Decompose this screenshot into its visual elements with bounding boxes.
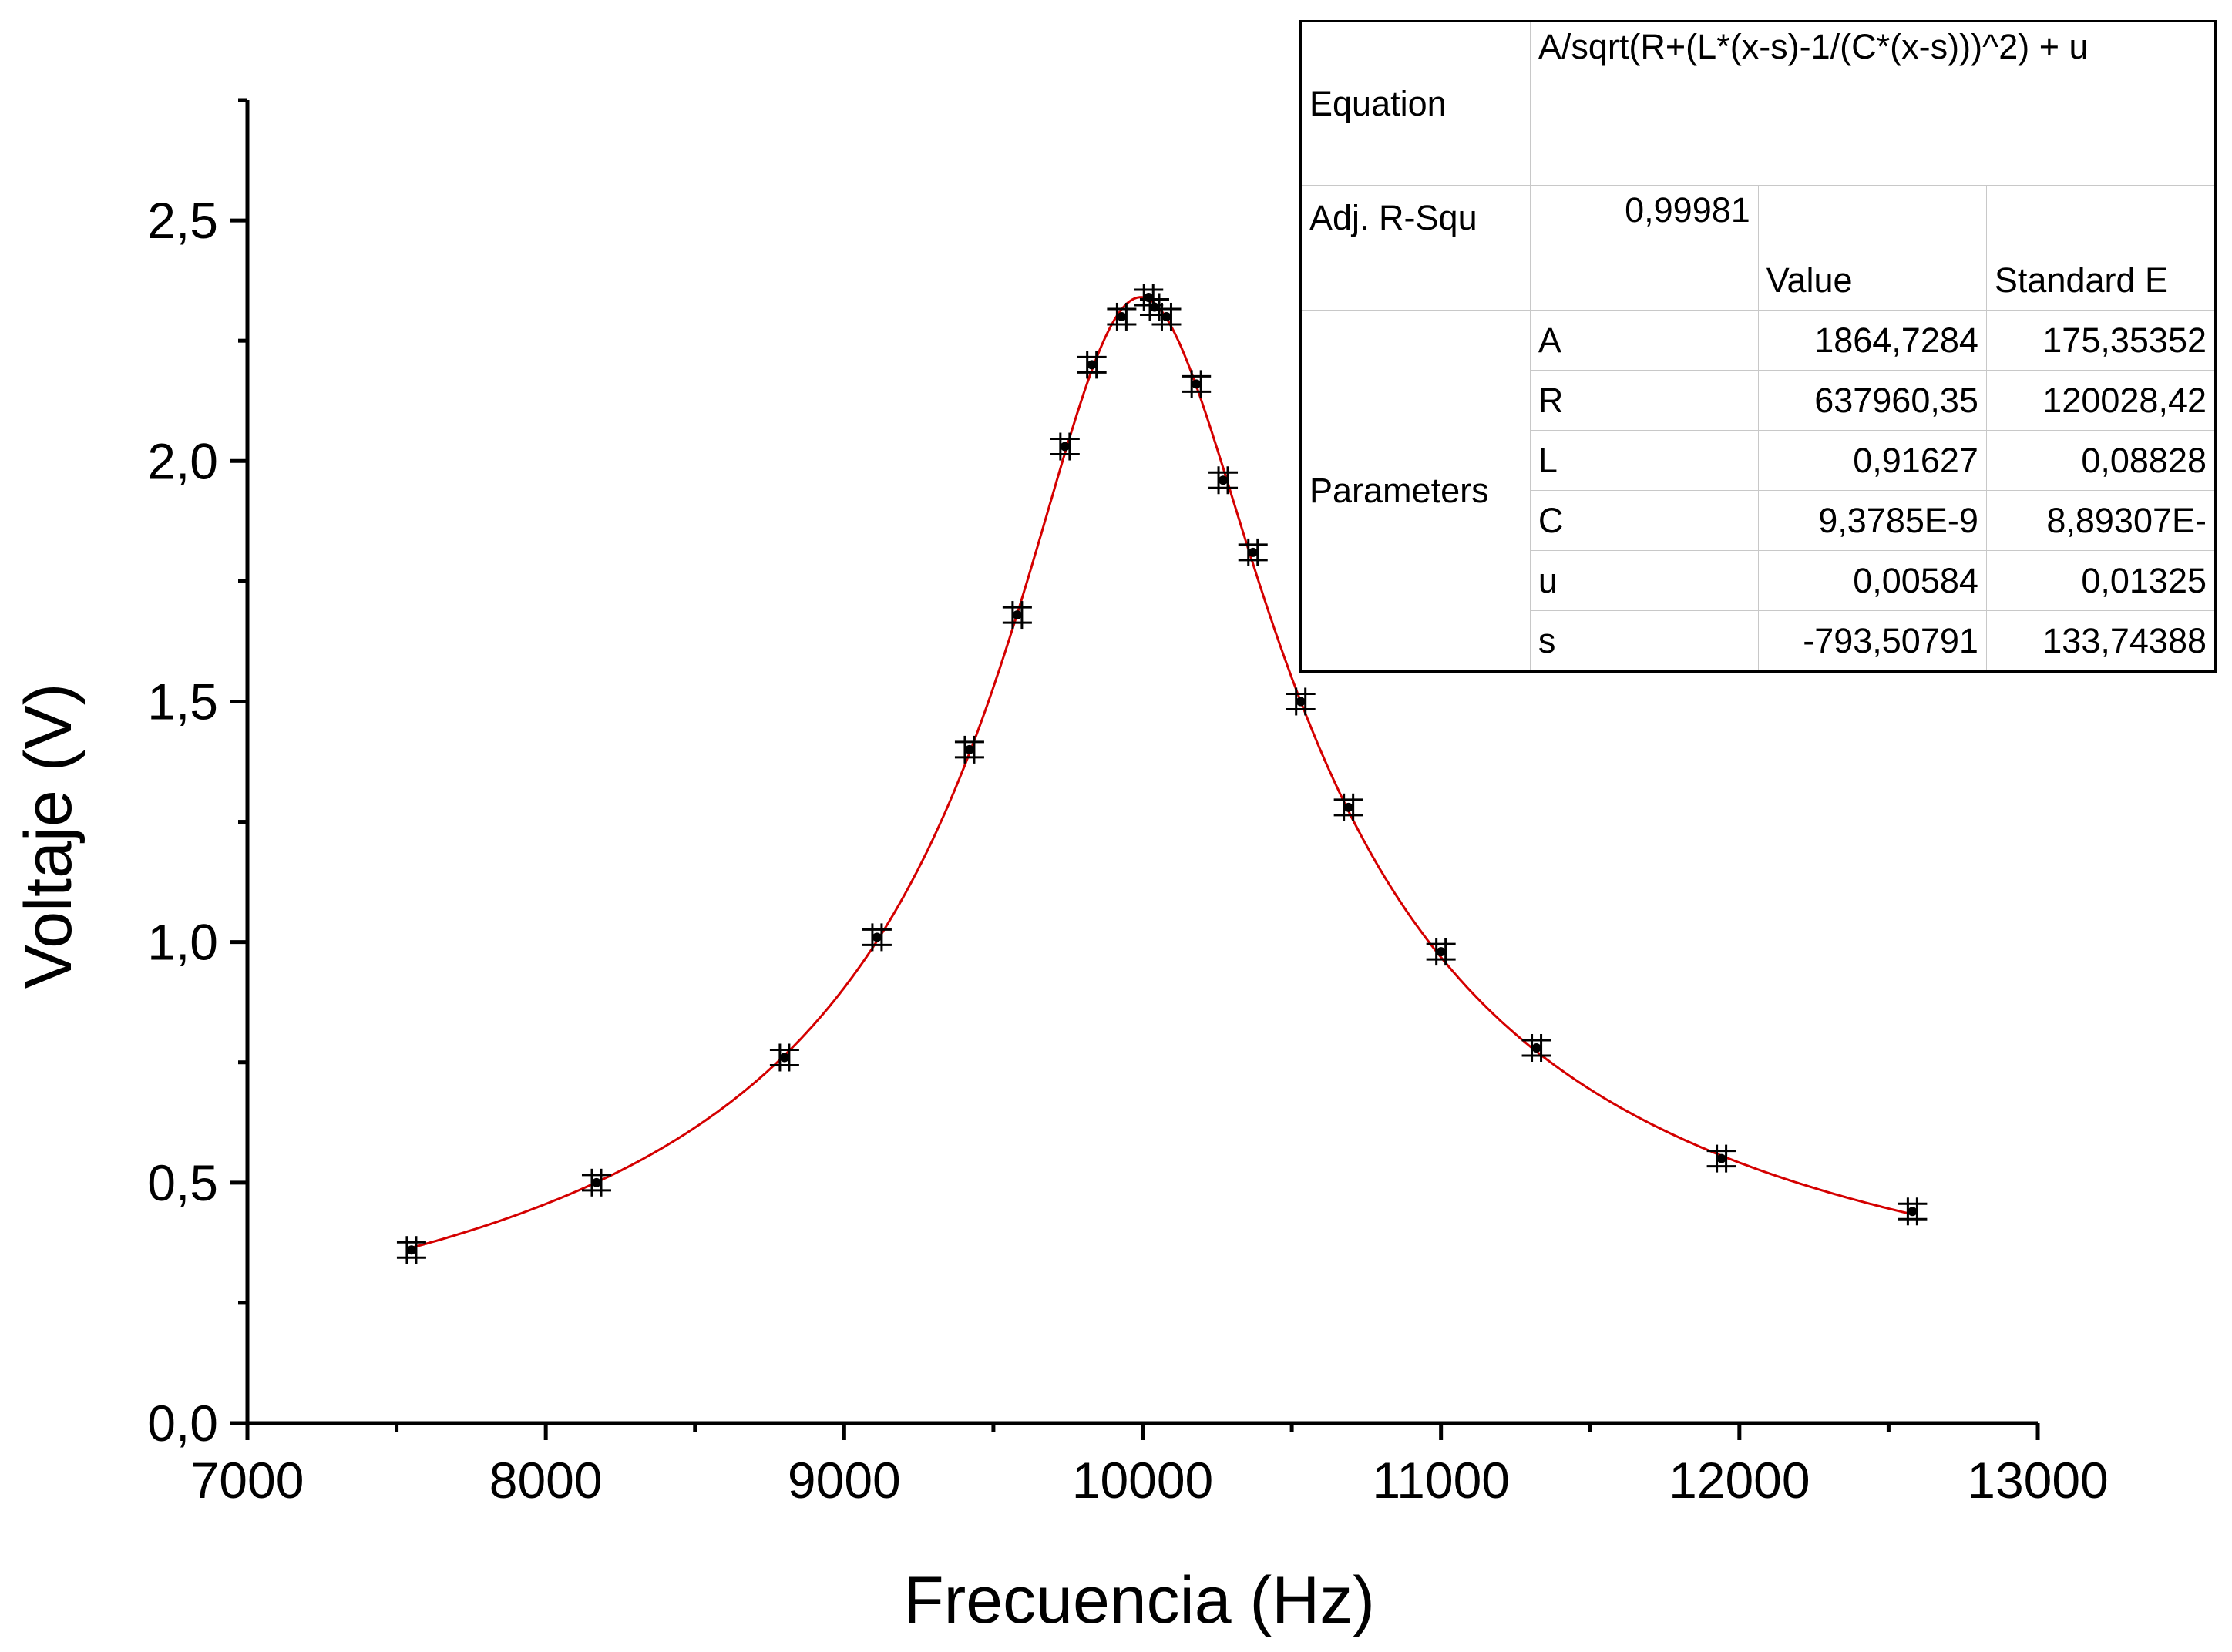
param-value: -793,50791 [1757,610,1987,672]
param-row: Parameters A 1864,7284 175,35352 [1300,310,2217,672]
marker-dot [779,1053,789,1063]
data-point [1002,601,1032,630]
param-std: 0,01325 [1985,550,2217,611]
param-std: 8,89307E- [1985,490,2217,551]
y-axis-label: Voltaje (V) [12,683,86,989]
marker-dot [1531,1043,1541,1053]
param-name: R [1529,370,1759,431]
equation-label: Equation [1300,21,1531,186]
x-tick-label: 12000 [1669,1452,1810,1509]
data-point [581,1168,611,1197]
marker-dot [1343,802,1353,812]
param-name: C [1529,490,1759,551]
x-tick-label: 8000 [489,1452,603,1509]
param-value: 0,00584 [1757,550,1987,611]
param-value: 1864,7284 [1757,310,1987,371]
marker-dot [406,1245,416,1255]
header-row: Value Standard E [1300,250,2217,311]
empty-cell [1300,250,1531,311]
data-point [862,923,892,952]
marker-dot [1908,1207,1918,1217]
param-value: 9,3785E-9 [1757,490,1987,551]
empty-cell [1529,250,1759,311]
marker-dot [964,744,974,754]
empty-cell [1985,185,2217,250]
fit-results-table: Equation A/sqrt(R+(L*(x-s)-1/(C*(x-s)))^… [1299,20,2217,673]
param-row: R 637960,35 120028,42 [1301,370,2217,431]
param-row: s -793,50791 133,74388 [1301,610,2217,672]
data-point [1182,370,1212,398]
x-tick-label: 9000 [788,1452,901,1509]
data-point [1521,1033,1551,1062]
marker-dot [1192,379,1202,389]
marker-dot [872,932,882,942]
data-point [1286,687,1316,716]
parameters-label: Parameters [1300,310,1531,672]
equation-row: Equation A/sqrt(R+(L*(x-s)-1/(C*(x-s)))^… [1300,21,2217,186]
marker-dot [1087,360,1097,370]
adj-r-row: Adj. R-Squ 0,99981 [1300,185,2217,250]
marker-dot [1144,292,1154,302]
x-axis-label: Frecuencia (Hz) [903,1563,1375,1637]
y-tick-label: 1,5 [147,673,218,730]
data-point [1706,1144,1736,1173]
y-tick-label: 0,5 [147,1154,218,1211]
data-point [1151,302,1182,331]
param-std: 175,35352 [1985,310,2217,371]
marker-dot [591,1177,601,1187]
param-name: u [1529,550,1759,611]
data-point [1050,432,1080,461]
marker-dot [1161,311,1171,321]
y-tick-label: 2,0 [147,432,218,489]
empty-cell [1757,185,1987,250]
data-point [954,735,984,764]
param-row: C 9,3785E-9 8,89307E- [1301,490,2217,551]
data-point [1238,538,1268,566]
x-tick-label: 13000 [1967,1452,2109,1509]
marker-dot [1296,697,1306,707]
param-std: 133,74388 [1985,610,2217,672]
x-tick-label: 7000 [191,1452,304,1509]
equation-text: A/sqrt(R+(L*(x-s)-1/(C*(x-s)))^2) + u [1529,21,2217,186]
value-header: Value [1757,250,1987,311]
data-point [1208,466,1239,495]
data-point [769,1043,799,1072]
y-tick-label: 2,5 [147,192,218,249]
x-tick-label: 10000 [1072,1452,1214,1509]
param-value: 637960,35 [1757,370,1987,431]
marker-dot [1149,302,1159,312]
marker-dot [1248,547,1258,557]
param-name: L [1529,430,1759,491]
axes: 7000 8000 9000 10000 11000 12000 13000 0,0 0,5 1,… [147,98,2109,1509]
data-points [396,283,1928,1264]
marker-dot [1716,1153,1726,1163]
x-tick-label: 11000 [1372,1452,1510,1509]
y-tick-label: 0,0 [147,1395,218,1452]
adj-r-value: 0,99981 [1529,185,1759,250]
data-point [1426,938,1456,966]
data-point [1898,1197,1928,1226]
marker-dot [1117,311,1127,321]
data-point [1333,793,1363,821]
marker-dot [1012,610,1022,620]
data-point [396,1236,426,1264]
param-name: s [1529,610,1759,672]
y-tick-label: 1,0 [147,914,218,971]
param-std: 120028,42 [1985,370,2217,431]
marker-dot [1219,475,1229,485]
param-row: u 0,00584 0,01325 [1301,550,2217,611]
param-value: 0,91627 [1757,430,1987,491]
data-point [1107,302,1137,331]
marker-dot [1060,442,1070,452]
std-header: Standard E [1985,250,2217,311]
param-name: A [1529,310,1759,371]
marker-dot [1436,947,1446,957]
data-point [1077,351,1107,379]
adj-r-label: Adj. R-Squ [1300,185,1531,250]
param-std: 0,08828 [1985,430,2217,491]
